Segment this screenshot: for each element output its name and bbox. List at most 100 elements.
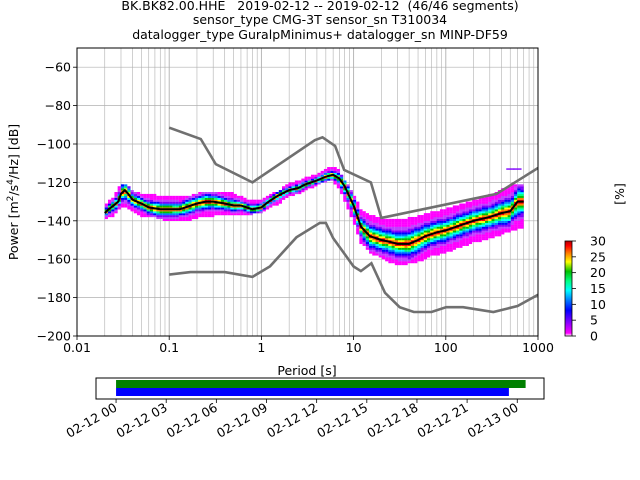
heatmap-cell xyxy=(330,176,334,179)
heatmap-cell xyxy=(517,184,521,187)
heatmap-cell xyxy=(191,201,195,204)
heatmap-cell xyxy=(240,207,244,210)
heatmap-cell xyxy=(481,201,486,204)
heatmap-cell xyxy=(372,226,376,229)
heatmap-cell xyxy=(494,205,498,208)
heatmap-cell xyxy=(340,174,344,177)
heatmap-cell xyxy=(104,203,108,206)
heatmap-cell xyxy=(381,230,386,233)
heatmap-cell xyxy=(120,197,125,200)
heatmap-cell xyxy=(127,205,131,208)
heatmap-cell xyxy=(114,195,118,198)
heatmap-cell xyxy=(520,222,524,225)
heatmap-cell xyxy=(378,232,382,235)
heatmap-cell xyxy=(452,216,457,220)
heatmap-cell xyxy=(362,241,366,245)
heatmap-cell xyxy=(162,205,166,208)
heatmap-cell xyxy=(317,174,321,177)
heatmap-cell xyxy=(417,253,421,256)
heatmap-cell xyxy=(427,238,431,241)
heatmap-cell xyxy=(462,211,466,214)
heatmap-cell xyxy=(375,247,379,250)
heatmap-cell xyxy=(107,213,112,216)
heatmap-cell xyxy=(388,245,392,248)
heatmap-cell xyxy=(436,220,440,223)
heatmap-cell xyxy=(372,228,376,231)
heatmap-cell xyxy=(459,215,463,218)
heatmap-cell xyxy=(369,240,373,243)
heatmap-cell xyxy=(517,216,521,220)
heatmap-cell xyxy=(182,211,186,214)
heatmap-cell xyxy=(520,184,524,187)
heatmap-cell xyxy=(414,257,418,260)
heatmap-cell xyxy=(188,211,192,214)
heatmap-cell xyxy=(317,180,321,183)
heatmap-cell xyxy=(130,195,134,198)
heatmap-cell xyxy=(478,199,482,202)
heatmap-cell xyxy=(491,203,495,206)
heatmap-cell xyxy=(407,220,411,223)
heatmap-cell xyxy=(362,234,366,237)
heatmap-cell xyxy=(433,240,437,243)
heatmap-cell xyxy=(246,209,250,212)
heatmap-cell xyxy=(291,192,295,195)
heatmap-cell xyxy=(427,213,431,216)
heatmap-cell xyxy=(501,209,505,212)
heatmap-cell xyxy=(520,195,524,198)
heatmap-cell xyxy=(394,249,399,252)
heatmap-cell xyxy=(156,203,160,206)
heatmap-cell xyxy=(140,199,144,202)
heatmap-cell xyxy=(256,211,260,214)
heatmap-cell xyxy=(520,220,524,223)
heatmap-cell xyxy=(407,261,411,264)
heatmap-cell xyxy=(162,199,166,202)
heatmap-cell xyxy=(443,216,447,220)
heatmap-cell xyxy=(478,211,482,214)
heatmap-cell xyxy=(462,213,466,216)
heatmap-cell xyxy=(436,216,440,220)
heatmap-cell xyxy=(391,251,395,254)
heatmap-cell xyxy=(140,205,144,208)
heatmap-cell xyxy=(378,222,382,225)
heatmap-cell xyxy=(414,245,418,248)
heatmap-cell xyxy=(301,186,305,189)
heatmap-cell xyxy=(227,193,231,197)
heatmap-cell xyxy=(504,222,508,225)
heatmap-cell xyxy=(194,209,199,212)
heatmap-cell xyxy=(459,211,463,214)
heatmap-cell xyxy=(401,259,405,262)
heatmap-cell xyxy=(207,197,212,200)
heatmap-cell xyxy=(468,216,473,220)
heatmap-cell xyxy=(124,192,128,195)
heatmap-cell xyxy=(430,238,434,241)
heatmap-cell xyxy=(465,207,469,210)
heatmap-cell xyxy=(510,213,515,216)
heatmap-cell xyxy=(365,238,370,241)
heatmap-cell xyxy=(259,211,263,214)
heatmap-cell xyxy=(340,192,344,195)
heatmap-cell xyxy=(497,226,502,229)
heatmap-cell xyxy=(227,199,231,202)
heatmap-cell xyxy=(420,216,424,220)
heatmap-cell xyxy=(439,251,444,254)
heatmap-cell xyxy=(475,203,479,206)
heatmap-cell xyxy=(378,255,382,258)
heatmap-cell xyxy=(146,201,150,204)
heatmap-cell xyxy=(459,209,463,212)
heatmap-cell xyxy=(410,234,415,237)
heatmap-cell xyxy=(381,238,386,241)
heatmap-cell xyxy=(178,201,183,204)
heatmap-cell xyxy=(153,199,157,202)
heatmap-cell xyxy=(365,218,370,221)
heatmap-cell xyxy=(404,230,408,233)
heatmap-cell xyxy=(265,203,270,206)
heatmap-cell xyxy=(504,201,508,204)
heatmap-cell xyxy=(304,180,308,183)
heatmap-cell xyxy=(327,168,331,172)
heatmap-cell xyxy=(178,199,183,202)
heatmap-cell xyxy=(362,238,366,241)
heatmap-cell xyxy=(446,245,450,248)
heatmap-cell xyxy=(233,199,237,202)
heatmap-cell xyxy=(436,222,440,225)
